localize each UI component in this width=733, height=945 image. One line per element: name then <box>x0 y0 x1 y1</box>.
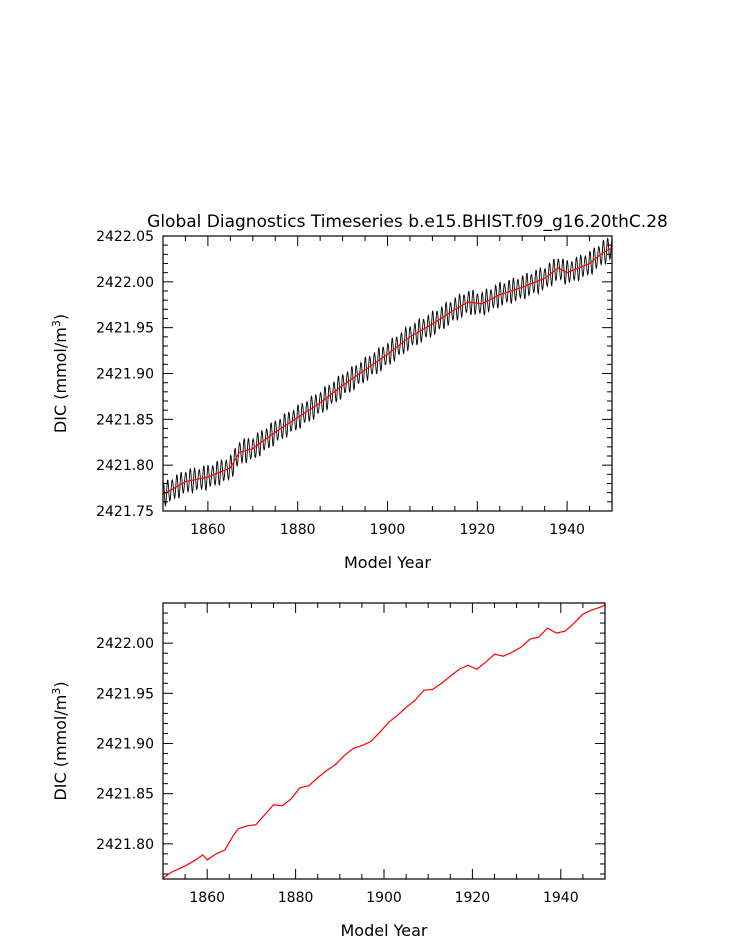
bottom-chart-panel: 1860 1880 1900 1920 1940 2421.80 2421.85 2421.9… <box>50 602 606 940</box>
x-axis-label: Model Year <box>341 921 428 940</box>
x-tick-label: 1940 <box>543 890 579 906</box>
data-lines <box>163 604 605 879</box>
y-tick-label: 2421.80 <box>96 458 154 474</box>
y-tick-label: 2422.00 <box>96 636 154 652</box>
y-tick-label: 2421.95 <box>96 686 154 702</box>
chart-title: Global Diagnostics Timeseries b.e15.BHIS… <box>147 212 668 232</box>
y-axis-label-superscript: 3 <box>50 320 63 327</box>
y-tick-label: 2422.05 <box>96 229 154 245</box>
y-tick-label: 2421.75 <box>96 504 154 520</box>
y-tick-label: 2421.85 <box>96 787 154 803</box>
y-tick-label: 2422.00 <box>96 275 154 291</box>
y-axis-label: DIC (mmol/m3) <box>50 314 70 433</box>
y-axis-label-close: ) <box>51 681 70 687</box>
x-tick-label: 1880 <box>278 890 314 906</box>
x-tick-label: 1940 <box>549 522 585 538</box>
y-tick-label: 2421.90 <box>96 737 154 753</box>
y-tick-label: 2421.90 <box>96 367 154 383</box>
y-tick-label: 2421.80 <box>96 837 154 853</box>
y-tick-label: 2421.95 <box>96 321 154 337</box>
y-tick-label: 2421.85 <box>96 412 154 428</box>
x-tick-label: 1900 <box>366 890 402 906</box>
y-axis-label: DIC (mmol/m3) <box>50 681 70 800</box>
y-axis-label-text: DIC (mmol/m <box>51 327 70 433</box>
x-tick-label: 1880 <box>280 522 316 538</box>
x-tick-label: 1860 <box>189 890 225 906</box>
plot-frame <box>162 602 606 880</box>
y-axis-label-close: ) <box>51 314 70 320</box>
x-tick-label: 1860 <box>190 522 226 538</box>
x-tick-label: 1920 <box>455 890 491 906</box>
x-axis-label: Model Year <box>344 553 431 572</box>
x-tick-label: 1920 <box>459 522 495 538</box>
data-lines <box>163 237 612 508</box>
plot-frame <box>162 235 613 512</box>
annual-mean-line <box>163 247 612 496</box>
y-axis-label-superscript: 3 <box>50 688 63 695</box>
monthly-series-line <box>163 237 612 508</box>
y-axis-label-text: DIC (mmol/m <box>51 695 70 801</box>
x-tick-label: 1900 <box>370 522 406 538</box>
annual-mean-line <box>163 604 605 879</box>
top-chart-panel: Global Diagnostics Timeseries b.e15.BHIS… <box>50 212 668 572</box>
